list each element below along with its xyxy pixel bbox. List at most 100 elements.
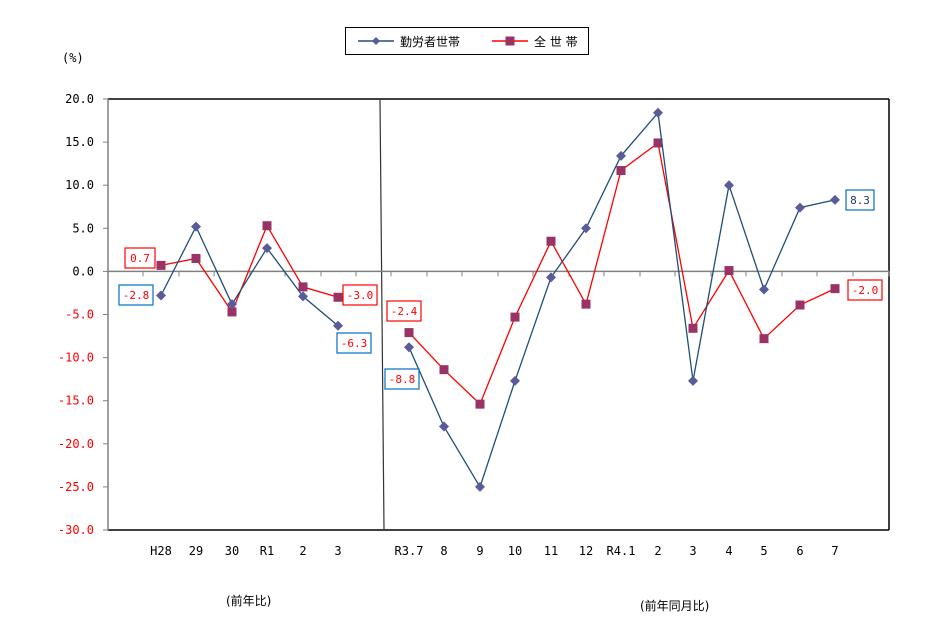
legend-item-worker-households: 勤労者世帯 [358,33,460,50]
diamond-marker [298,291,308,302]
legend-label: 全 世 帯 [534,34,578,49]
legend-label: 勤労者世帯 [400,34,461,49]
svg-text:-6.3: -6.3 [341,337,368,350]
square-marker [404,328,414,338]
x-tick-label: 5 [760,544,767,558]
x-tick-label: 10 [508,544,522,558]
square-marker [546,236,556,246]
y-axis: 20.0 15.0 10.0 5.0 0.0 -5.0 -10.0 -15.0 -20.0 -25… [58,92,108,537]
x-tick-label: 8 [440,544,447,558]
diamond-marker [795,202,805,213]
diamond-marker [191,221,201,232]
svg-text:-2.0: -2.0 [852,284,879,297]
x-tick-label: 2 [299,544,306,558]
y-tick-label: 20.0 [65,92,94,106]
y-tick-label: 10.0 [65,178,94,192]
square-marker [262,221,272,231]
x-tick-label: H28 [150,544,172,558]
diamond-marker [227,299,237,310]
square-marker [298,282,308,292]
diamond-marker-icon [358,37,394,45]
square-marker-icon [492,36,529,46]
legend-item-all-households: 全 世 帯 [492,33,578,50]
data-label: 0.7 [124,247,156,269]
y-tick-label: 0.0 [72,264,94,278]
y-tick-label: -5.0 [65,308,94,322]
series-worker-households [156,107,840,492]
square-marker [510,312,520,322]
data-label: -2.8 [118,284,154,306]
y-tick-label: -30.0 [58,523,94,537]
x-tick-label: 6 [796,544,803,558]
square-marker [439,365,449,375]
square-marker [688,323,698,333]
legend: 勤労者世帯 全 世 帯 [345,27,589,55]
diamond-marker [546,272,556,283]
diamond-marker [262,243,272,254]
square-marker [191,253,201,263]
diamond-marker [653,107,663,118]
square-marker [653,138,663,148]
diamond-marker [616,150,626,161]
x-tick-label: R4.1 [607,544,636,558]
diamond-marker [475,481,485,492]
series-layer [156,107,840,492]
diamond-marker [830,194,840,205]
diamond-marker [581,223,591,234]
x-tick-label: 2 [654,544,661,558]
x-axis: H28 29 30 R1 2 3 R3.7 8 9 10 11 12 R4.1 2 3 4 5 6 7 [150,544,838,558]
square-marker [830,284,840,294]
square-marker [227,307,237,317]
data-label: -8.8 [384,368,420,390]
y-axis-unit-label: (%) [62,51,84,65]
x-tick-label: R1 [260,544,274,558]
data-label: -2.4 [386,300,422,322]
svg-text:8.3: 8.3 [850,194,870,207]
data-label: -6.3 [336,332,372,354]
x-tick-label: 3 [689,544,696,558]
data-label: 8.3 [845,189,875,211]
square-marker [795,300,805,310]
y-tick-label: -25.0 [58,480,94,494]
y-tick-label: 15.0 [65,135,94,149]
x-group-label-annual: (前年比) [226,594,272,608]
square-marker [724,266,734,276]
diamond-marker [724,180,734,191]
y-tick-label: 5.0 [72,221,94,235]
svg-text:-2.4: -2.4 [391,305,418,318]
data-labels: 0.7 -2.8 -3.0 -6.3 -2.4 -8.8 8.3 -2.0 [118,189,883,390]
diamond-marker [156,290,166,301]
x-tick-label: 3 [334,544,341,558]
x-tick-label: 29 [189,544,203,558]
plot-area [107,98,890,531]
square-marker [156,260,166,270]
y-tick-label: -20.0 [58,437,94,451]
x-tick-label: 12 [579,544,593,558]
square-marker [333,292,343,302]
diamond-marker [510,375,520,386]
x-tick-label: 30 [225,544,239,558]
series-all-households [156,138,840,409]
x-group-label-monthly: (前年同月比) [640,599,710,613]
y-tick-label: -10.0 [58,351,94,365]
square-marker [581,299,591,309]
x-tick-label: 11 [544,544,558,558]
data-label: -3.0 [342,284,378,306]
x-tick-label: 4 [725,544,732,558]
x-tick-label: R3.7 [395,544,424,558]
diamond-marker [759,284,769,295]
svg-text:-2.8: -2.8 [123,289,150,302]
diamond-marker [439,421,449,432]
square-marker [616,166,626,176]
svg-text:-3.0: -3.0 [347,289,374,302]
square-marker [759,334,769,344]
diamond-marker [688,375,698,386]
x-tick-label: 7 [831,544,838,558]
svg-text:0.7: 0.7 [130,252,150,265]
y-tick-label: -15.0 [58,394,94,408]
diamond-marker [404,342,414,353]
data-label: -2.0 [847,279,883,301]
group-divider [379,98,385,531]
square-marker [475,399,485,409]
